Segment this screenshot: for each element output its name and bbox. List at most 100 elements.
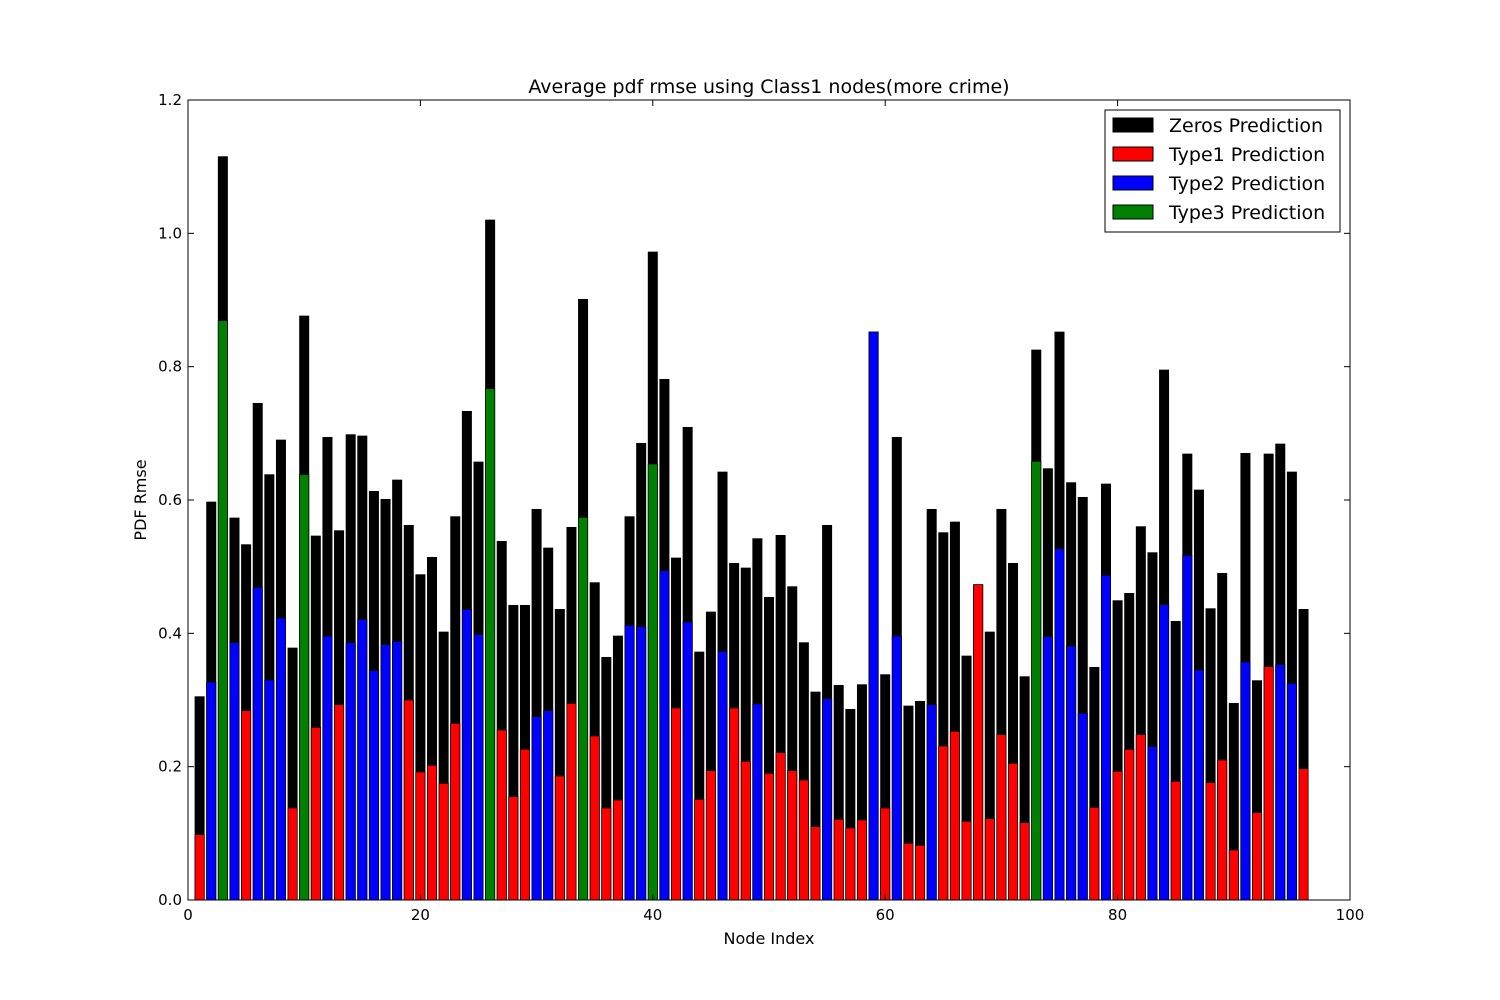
bar-prediction-71 xyxy=(1008,762,1019,901)
bar-prediction-3 xyxy=(217,320,228,901)
y-tick-label: 0.8 xyxy=(158,358,182,376)
bar-prediction-25 xyxy=(473,634,484,901)
bar-prediction-61 xyxy=(891,635,902,901)
bar-prediction-2 xyxy=(206,681,217,901)
bar-prediction-93 xyxy=(1263,666,1274,901)
bar-prediction-11 xyxy=(310,726,321,901)
bar-prediction-7 xyxy=(264,679,275,901)
bar-prediction-47 xyxy=(729,707,740,901)
y-axis-label: PDF Rmse xyxy=(131,459,150,540)
bar-prediction-33 xyxy=(566,702,577,901)
x-tick-label: 80 xyxy=(1108,906,1127,924)
legend-label: Type3 Prediction xyxy=(1168,202,1325,224)
ticks-layer: 0 20 40 60 80 100 0.0 0.2 0.4 0.6 0.8 1.0 1.2 xyxy=(158,91,1364,924)
bar-prediction-30 xyxy=(531,716,542,901)
bar-prediction-54 xyxy=(810,826,821,901)
chart-title: Average pdf rmse using Class1 nodes(more… xyxy=(528,76,1009,98)
bar-prediction-19 xyxy=(403,699,414,901)
bar-prediction-26 xyxy=(485,388,496,901)
bar-prediction-81 xyxy=(1124,748,1135,901)
y-tick-label: 1.2 xyxy=(158,91,182,109)
bar-prediction-94 xyxy=(1275,664,1286,901)
bar-prediction-76 xyxy=(1066,645,1077,901)
bars-layer xyxy=(194,156,1309,901)
bar-prediction-72 xyxy=(1019,822,1030,901)
x-tick-label: 60 xyxy=(876,906,895,924)
bar-prediction-88 xyxy=(1205,782,1216,901)
bar-prediction-41 xyxy=(659,570,670,901)
bar-prediction-57 xyxy=(845,827,856,901)
bar-prediction-79 xyxy=(1100,574,1111,901)
x-tick-label: 100 xyxy=(1336,906,1365,924)
legend-label: Zeros Prediction xyxy=(1169,115,1323,137)
bar-prediction-45 xyxy=(705,770,716,901)
legend-swatch xyxy=(1112,175,1154,191)
bar-prediction-9 xyxy=(287,807,298,901)
bar-prediction-53 xyxy=(798,779,809,901)
legend-label: Type2 Prediction xyxy=(1168,173,1325,195)
bar-prediction-66 xyxy=(949,730,960,901)
bar-prediction-68 xyxy=(973,584,984,901)
bar-prediction-37 xyxy=(612,799,623,901)
bar-prediction-38 xyxy=(624,624,635,901)
bar-prediction-27 xyxy=(496,729,507,901)
bar-prediction-51 xyxy=(775,752,786,901)
bar-prediction-15 xyxy=(357,618,368,901)
bar-prediction-42 xyxy=(671,707,682,901)
bar-prediction-85 xyxy=(1170,780,1181,901)
bar-prediction-59 xyxy=(868,331,879,901)
bar-prediction-73 xyxy=(1031,460,1042,901)
bar-prediction-10 xyxy=(299,474,310,901)
bar-prediction-63 xyxy=(915,844,926,901)
bar-prediction-34 xyxy=(578,516,589,901)
legend: Zeros Prediction Type1 Prediction Type2 Pr… xyxy=(1104,109,1341,233)
bar-prediction-12 xyxy=(322,635,333,901)
bar-prediction-40 xyxy=(647,463,658,901)
bar-prediction-31 xyxy=(543,710,554,901)
bar-prediction-77 xyxy=(1077,712,1088,901)
bar-prediction-78 xyxy=(1089,806,1100,901)
bar-prediction-8 xyxy=(275,617,286,901)
bar-prediction-16 xyxy=(368,670,379,901)
bar-prediction-23 xyxy=(450,722,461,901)
bar-prediction-95 xyxy=(1286,682,1297,901)
bar-prediction-56 xyxy=(833,818,844,901)
bar-prediction-91 xyxy=(1240,661,1251,901)
bar-prediction-17 xyxy=(380,644,391,901)
bar-prediction-92 xyxy=(1252,812,1263,901)
bar-prediction-32 xyxy=(554,775,565,901)
bar-prediction-44 xyxy=(694,798,705,901)
bar-prediction-22 xyxy=(438,782,449,901)
x-tick-label: 0 xyxy=(183,906,193,924)
bar-prediction-90 xyxy=(1228,849,1239,901)
bar-prediction-69 xyxy=(984,818,995,901)
bar-prediction-48 xyxy=(740,760,751,901)
y-tick-label: 0.4 xyxy=(158,624,182,642)
bar-prediction-74 xyxy=(1042,636,1053,901)
y-tick-label: 0.0 xyxy=(158,891,182,909)
bar-prediction-52 xyxy=(787,770,798,901)
bar-prediction-49 xyxy=(752,703,763,901)
bar-prediction-83 xyxy=(1147,746,1158,901)
bar-prediction-13 xyxy=(334,704,345,901)
bar-prediction-6 xyxy=(252,586,263,901)
bar-prediction-29 xyxy=(519,748,530,901)
bar-prediction-86 xyxy=(1182,554,1193,901)
bar-prediction-21 xyxy=(427,764,438,901)
bar-prediction-89 xyxy=(1217,759,1228,901)
x-axis-label: Node Index xyxy=(724,929,815,948)
bar-prediction-36 xyxy=(601,807,612,901)
x-tick-label: 40 xyxy=(643,906,662,924)
bar-prediction-82 xyxy=(1135,734,1146,901)
bar-prediction-58 xyxy=(856,819,867,901)
bar-prediction-50 xyxy=(764,772,774,901)
bar-prediction-4 xyxy=(229,642,240,901)
y-tick-label: 1.0 xyxy=(158,224,182,242)
x-tick-label: 20 xyxy=(411,906,430,924)
bar-prediction-1 xyxy=(194,834,205,901)
legend-swatch xyxy=(1112,146,1154,162)
bar-prediction-55 xyxy=(822,698,833,901)
bar-prediction-18 xyxy=(392,640,403,901)
bar-prediction-64 xyxy=(926,704,937,901)
bar-prediction-39 xyxy=(636,626,647,901)
